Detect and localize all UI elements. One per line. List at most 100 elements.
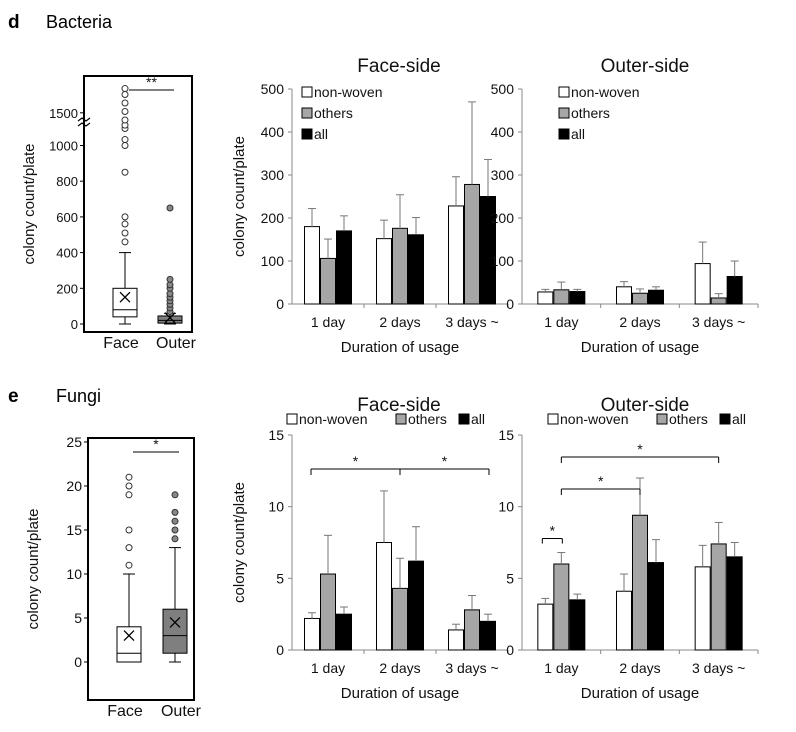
y-tick-label: 0 [276,642,284,658]
chart-title: Outer-side [601,56,690,77]
legend-label-all: all [732,411,746,427]
legend-swatch-others [301,107,313,119]
outlier-point [171,517,179,525]
bar-all-2 [648,562,664,651]
legend-label-all: all [314,126,328,142]
outlier-point [171,535,179,543]
legend-swatch-non-woven [558,86,570,98]
legend-swatch-non-woven [301,86,313,98]
y-tick-label: 0 [71,317,78,332]
bar-others-3 [464,183,480,305]
chart-2-bar-d: Face-side 0 100 200 300 400 500 colony count/pl… [231,56,509,356]
x-category-label: 3 days ~ [692,314,745,330]
y-tick-label: 100 [261,253,285,269]
legend: non-woven others all [301,84,383,142]
outlier-point [171,491,179,499]
bar-non-woven-3 [694,263,711,305]
outlier-point [121,238,129,246]
y-axis-label: colony count/plate [231,482,248,603]
x-axis-label: Duration of usage [341,685,459,702]
x-category-label: 2 days [619,314,660,330]
bar-all-2 [408,560,424,651]
outlier-point [171,508,179,516]
y-tick-label: 400 [56,246,78,261]
box-mean-marker [169,616,181,628]
chart-title: Face-side [357,56,440,77]
y-tick-label: 1000 [49,139,78,154]
bar-non-woven-1 [304,226,320,305]
bar-others-1 [320,573,336,651]
x-category-label: 1 day [544,660,578,676]
bar-all-3 [480,620,496,651]
x-axis-label: Duration of usage [341,339,459,356]
box-mean-marker [164,312,176,324]
panel-title-d: Bacteria [46,12,113,32]
bar-others-1 [553,289,570,305]
significance-label: * [153,436,159,452]
y-tick-label: 5 [276,570,284,586]
y-tick-label: 200 [261,210,285,226]
outlier-point [121,142,129,149]
outlier-point [121,116,129,124]
legend-swatch-all [558,128,570,140]
y-axis-label: colony count/plate [25,509,42,630]
legend-label-others: others [314,105,353,121]
y-tick-label: 200 [56,281,78,296]
outlier-point [121,168,129,176]
legend-label-all: all [471,411,485,427]
y-tick-label: 15 [268,427,284,443]
legend-swatch-non-woven [286,413,298,425]
x-category-label: 1 day [544,314,578,330]
axis-break-symbol [77,117,91,127]
outlier-point [166,204,174,212]
outlier-point [121,85,129,93]
y-tick-label: 20 [66,478,82,494]
legend-swatch-non-woven [547,413,559,425]
outlier-point [121,99,129,107]
legend-label-non-woven: non-woven [299,411,368,427]
box-iqr [112,287,138,318]
y-tick-label: 10 [268,499,284,515]
box-face [116,473,142,663]
legend-label-others: others [571,105,610,121]
outlier-point [171,526,179,534]
y-tick-label: 600 [56,210,78,225]
significance-label: ** [146,74,157,90]
y-axis-label: colony count/plate [231,136,248,257]
x-category-label: Face [103,335,139,352]
bar-non-woven-1 [537,291,554,305]
y-tick-label: 300 [491,167,515,183]
significance-label: * [550,523,556,539]
box-outer [157,204,183,325]
significance-label: * [353,453,359,469]
legend-swatch-others [558,107,570,119]
outlier-point [125,491,133,499]
legend-swatch-all [458,413,470,425]
legend-swatch-all [719,413,731,425]
legend-label-non-woven: non-woven [571,84,640,100]
x-category-label: Outer [161,703,202,720]
y-tick-label: 0 [506,642,514,658]
legend-label-non-woven: non-woven [560,411,629,427]
outlier-point [125,544,133,552]
box-iqr [116,626,142,663]
chart-1-box-d: 0 200 400 600 800 1000 1500 colony count/plate F… [21,74,197,352]
significance-label: * [637,441,643,457]
panel-letter-d: d [8,12,20,33]
bar-non-woven-1 [304,617,320,651]
box-outer [162,491,188,663]
bar-others-2 [632,514,648,651]
box-chart-frame [83,75,193,333]
x-category-label: 3 days ~ [692,660,745,676]
y-tick-label: 5 [74,610,82,626]
x-category-label: 3 days ~ [445,314,498,330]
y-tick-label: 300 [261,167,285,183]
box-mean-marker [123,630,135,642]
bar-all-1 [569,291,586,305]
y-tick-label: 10 [498,499,514,515]
significance-label: * [598,473,604,489]
outlier-point [121,136,129,144]
legend-label-others: others [669,411,708,427]
